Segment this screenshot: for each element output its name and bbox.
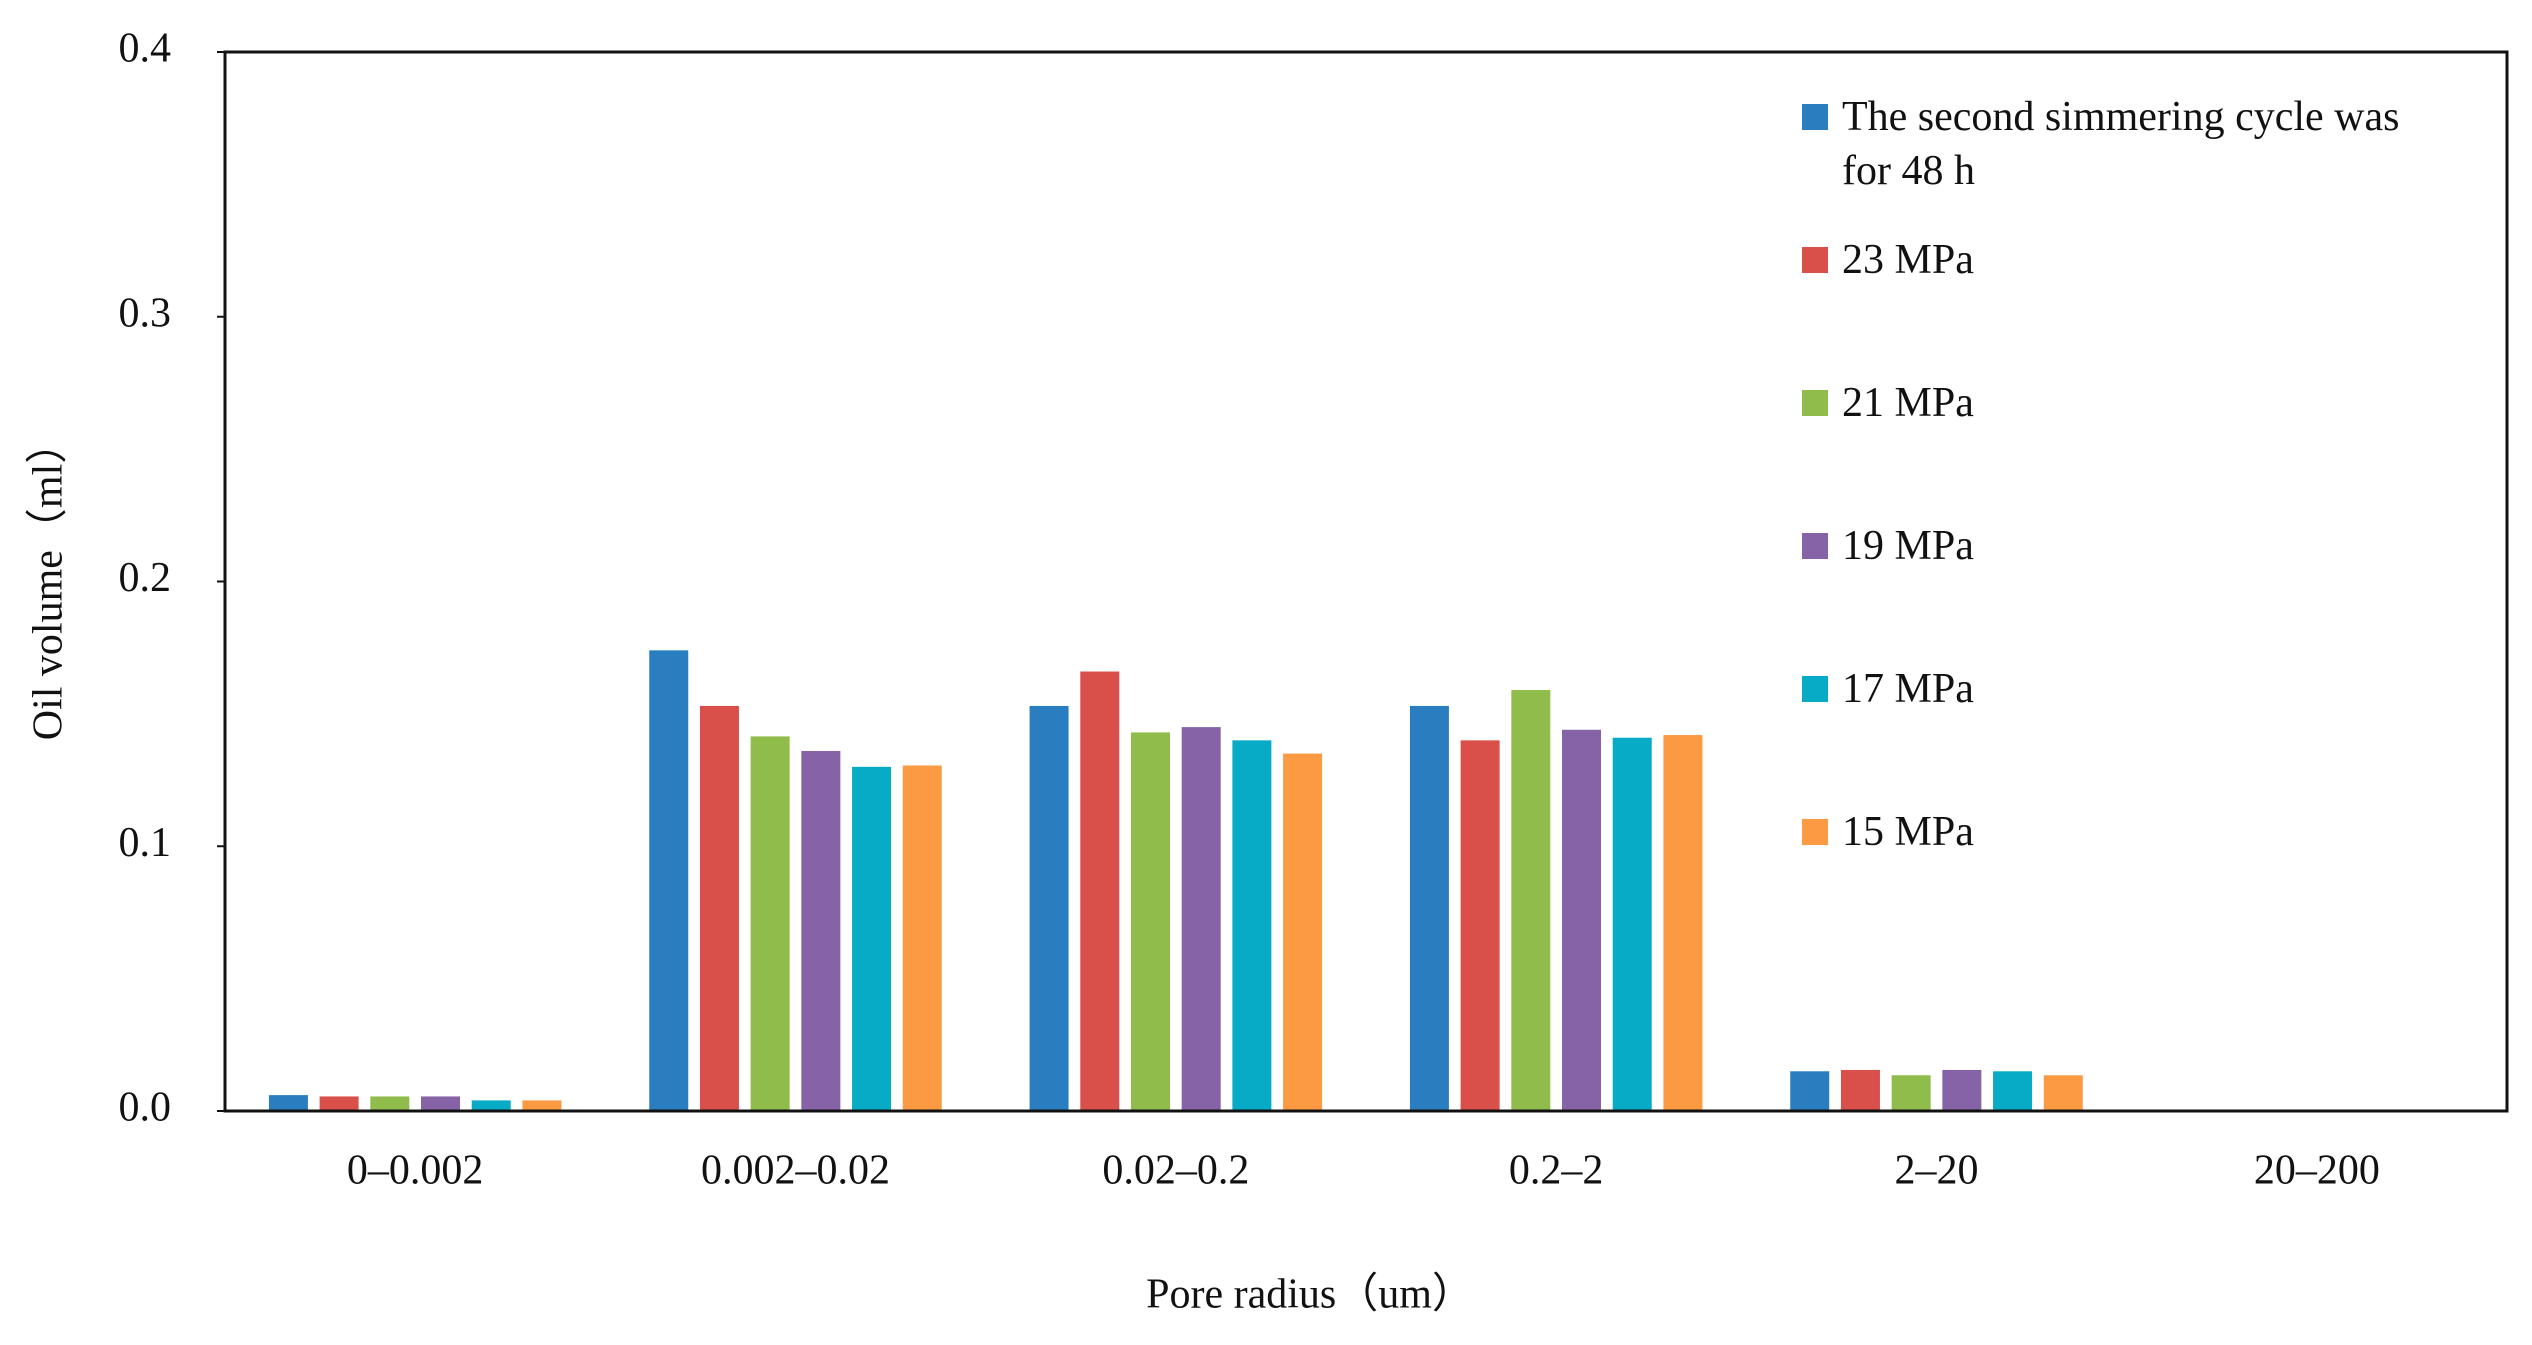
bar xyxy=(852,766,892,1111)
legend-swatch xyxy=(1802,247,1828,273)
bar xyxy=(1080,671,1120,1111)
y-tick-label: 0.0 xyxy=(119,1085,172,1131)
bar xyxy=(1840,1069,1880,1111)
bar xyxy=(1891,1075,1931,1111)
legend: The second simmering cycle was for 48 h 2… xyxy=(1802,90,2402,948)
x-tick-label: 0–0.002 xyxy=(347,1148,484,1194)
y-axis-title: Oil volume（ml） xyxy=(26,422,72,741)
bar xyxy=(370,1096,410,1111)
x-tick-label: 0.002–0.02 xyxy=(701,1148,890,1194)
bar xyxy=(1993,1071,2033,1111)
bar xyxy=(902,765,942,1111)
legend-label: The second simmering cycle was for 48 h xyxy=(1842,94,2400,194)
legend-item: The second simmering cycle was for 48 h xyxy=(1802,90,2402,233)
legend-swatch xyxy=(1802,533,1828,559)
bar xyxy=(1283,753,1323,1111)
legend-item: 21 MPa xyxy=(1802,376,2402,519)
bar xyxy=(268,1095,308,1111)
bar xyxy=(1790,1071,1830,1111)
bar xyxy=(471,1100,511,1111)
bar xyxy=(319,1096,359,1111)
legend-item: 23 MPa xyxy=(1802,233,2402,376)
plot-frame xyxy=(223,50,2509,1113)
bar xyxy=(801,750,841,1111)
bar xyxy=(1232,740,1272,1111)
legend-item: 19 MPa xyxy=(1802,519,2402,662)
x-tick-label: 2–20 xyxy=(1895,1148,1979,1194)
bar xyxy=(421,1096,461,1111)
legend-label: 15 MPa xyxy=(1842,809,1974,855)
bar xyxy=(1029,705,1069,1111)
bar xyxy=(1562,729,1602,1111)
legend-swatch xyxy=(1802,819,1828,845)
y-tick-label: 0.3 xyxy=(119,290,172,336)
x-axis-title: Pore radius（um） xyxy=(1146,1272,1474,1318)
x-tick-label: 0.2–2 xyxy=(1509,1148,1604,1194)
bar xyxy=(750,736,790,1111)
bar xyxy=(649,650,689,1111)
legend-label: 17 MPa xyxy=(1842,666,1974,712)
bar xyxy=(1409,705,1449,1111)
bar xyxy=(522,1100,562,1111)
bar xyxy=(1511,690,1551,1111)
legend-label: 19 MPa xyxy=(1842,523,1974,569)
legend-label: 21 MPa xyxy=(1842,380,1974,426)
legend-item: 15 MPa xyxy=(1802,805,2402,948)
x-tick-label: 20–200 xyxy=(2254,1148,2380,1194)
y-tick-label: 0.2 xyxy=(119,555,172,601)
x-tick-label: 0.02–0.2 xyxy=(1102,1148,1249,1194)
bar xyxy=(1663,735,1703,1111)
bar xyxy=(1181,727,1221,1111)
legend-swatch xyxy=(1802,390,1828,416)
bar xyxy=(1942,1069,1982,1111)
bar xyxy=(1130,732,1170,1111)
y-tick-label: 0.4 xyxy=(119,26,172,72)
bar xyxy=(699,705,739,1111)
legend-label: 23 MPa xyxy=(1842,237,1974,283)
legend-swatch xyxy=(1802,104,1828,130)
y-tick-label: 0.1 xyxy=(119,820,172,866)
bar xyxy=(1612,737,1652,1111)
legend-item: 17 MPa xyxy=(1802,662,2402,805)
bar xyxy=(2043,1075,2083,1111)
bar xyxy=(1460,740,1500,1111)
legend-swatch xyxy=(1802,676,1828,702)
